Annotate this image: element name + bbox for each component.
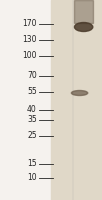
Ellipse shape <box>71 90 88 96</box>
Text: 40: 40 <box>27 106 37 114</box>
Text: 130: 130 <box>22 36 37 45</box>
Text: 170: 170 <box>22 20 37 28</box>
Bar <box>51 0 102 200</box>
Text: 25: 25 <box>27 132 37 140</box>
Bar <box>74 0 93 22</box>
Text: 15: 15 <box>27 160 37 168</box>
Text: 35: 35 <box>27 116 37 124</box>
Text: 55: 55 <box>27 88 37 97</box>
Text: 70: 70 <box>27 72 37 80</box>
Ellipse shape <box>74 22 93 31</box>
Text: 10: 10 <box>27 173 37 182</box>
Text: 100: 100 <box>22 51 37 60</box>
